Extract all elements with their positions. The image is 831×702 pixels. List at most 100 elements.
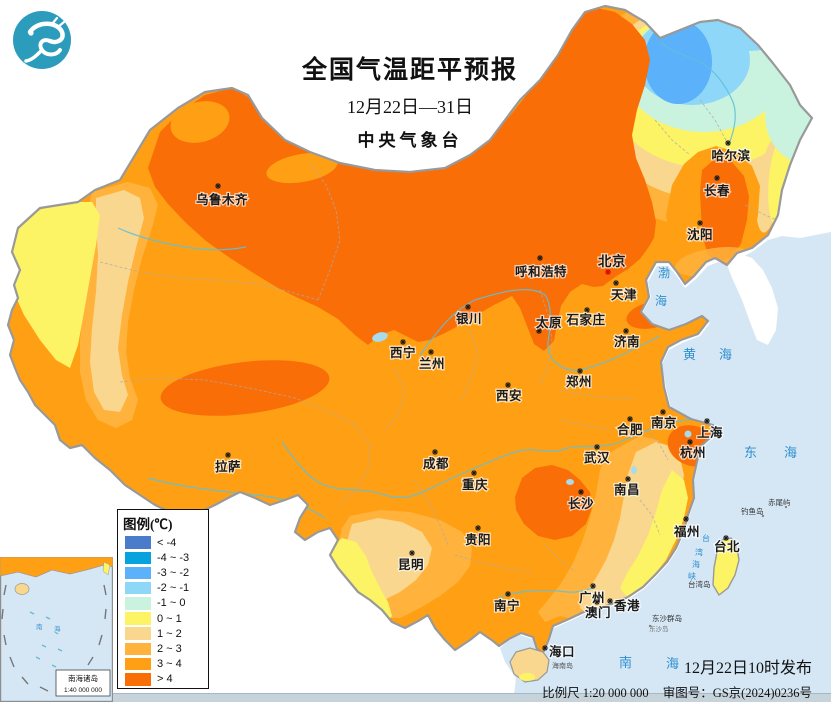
cma-logo-icon <box>13 11 71 69</box>
city-天津: 天津 <box>610 280 638 303</box>
inset-mainland <box>0 557 113 578</box>
map-label-东沙群岛: 东沙群岛 <box>652 613 682 623</box>
map-label-海南岛: 海南岛 <box>552 661 573 670</box>
map-label-台: 台 <box>702 533 710 543</box>
inset-sea-label-hai: 海 <box>54 624 61 633</box>
city-dot-icon <box>594 599 600 605</box>
scale-and-review-line: 比例尺 1:20 000 000 审图号：GS京(2024)0236号 <box>528 682 812 701</box>
sea-area <box>500 232 831 702</box>
city-label: 台北 <box>714 539 740 554</box>
city-拉萨: 拉萨 <box>214 452 242 475</box>
city-西安: 西安 <box>495 382 523 404</box>
legend-item: 2 ~ 3 <box>118 641 208 656</box>
inset-sea-label-nan: 南 <box>36 622 43 631</box>
map-label-海: 海 <box>692 559 700 569</box>
legend-item: -2 ~ -1 <box>118 581 208 596</box>
legend-label: 3 ~ 4 <box>157 658 182 671</box>
inset-taiwan <box>102 561 111 576</box>
inset-scale: 1:40 000 000 <box>64 687 102 694</box>
city-香港: 香港 <box>607 597 641 614</box>
city-label: 重庆 <box>462 477 488 492</box>
city-成都: 成都 <box>422 449 450 472</box>
city-label: 上海 <box>697 425 723 440</box>
city-南昌: 南昌 <box>613 476 641 498</box>
city-dot-icon <box>660 409 666 415</box>
city-label: 香港 <box>613 598 640 613</box>
legend-label: -3 ~ -2 <box>157 566 190 579</box>
map-title-block: 全国气温距平预报 12月22日—31日 中央气象台 <box>270 50 550 151</box>
city-dot-icon <box>623 328 629 334</box>
south-china-sea-inset: 南 海 南海诸岛 1:40 000 000 <box>0 557 113 702</box>
city-杭州: 杭州 <box>679 439 707 461</box>
map-label-台湾岛: 台湾岛 <box>688 579 711 589</box>
city-label: 长春 <box>704 183 730 198</box>
city-昆明: 昆明 <box>397 550 425 573</box>
legend-swatch <box>125 566 151 580</box>
legend-item: > 4 <box>118 672 208 687</box>
city-label: 乌鲁木齐 <box>196 192 248 207</box>
city-上海: 上海 <box>696 418 724 441</box>
legend-swatch <box>125 551 151 565</box>
legend-label: 2 ~ 3 <box>157 642 182 655</box>
city-label: 海口 <box>549 644 575 659</box>
city-label: 呼和浩特 <box>515 264 567 279</box>
bottom-strip <box>0 693 831 702</box>
city-dot-icon <box>400 339 406 345</box>
legend-item: 0 ~ 1 <box>118 611 208 626</box>
china-outline <box>6 4 814 655</box>
city-dot-icon <box>537 255 543 261</box>
city-label: 长沙 <box>568 496 594 511</box>
city-重庆: 重庆 <box>461 470 489 493</box>
city-label: 天津 <box>611 287 637 302</box>
city-dot-icon <box>475 525 481 531</box>
city-label: 银川 <box>456 311 482 326</box>
hainan-island <box>509 647 550 683</box>
review-number: 审图号：GS京(2024)0236号 <box>662 686 812 700</box>
city-兰州: 兰州 <box>418 349 446 372</box>
legend-item: -1 ~ 0 <box>118 596 208 611</box>
city-dot-icon <box>471 470 477 476</box>
city-dot-icon <box>723 535 729 541</box>
legend-swatch <box>125 657 151 671</box>
city-dot-icon <box>505 382 511 388</box>
city-太原: 太原 <box>535 314 563 334</box>
city-label: 昆明 <box>398 557 424 572</box>
city-label: 北京 <box>598 253 626 269</box>
legend-item: -3 ~ -2 <box>118 565 208 580</box>
city-label: 哈尔滨 <box>711 148 750 163</box>
legend-label: -1 ~ 0 <box>157 597 186 610</box>
legend-swatch <box>125 627 151 640</box>
legend-item: 3 ~ 4 <box>118 657 208 672</box>
city-label: 郑州 <box>566 374 592 389</box>
map-label-海: 海 <box>719 347 732 362</box>
city-label: 兰州 <box>419 356 445 371</box>
legend-label: -4 ~ -3 <box>157 551 190 564</box>
map-label-南: 南 <box>619 655 632 670</box>
city-贵阳: 贵阳 <box>464 525 492 548</box>
city-南京: 南京 <box>650 409 678 431</box>
city-台北: 台北 <box>713 535 741 555</box>
city-福州: 福州 <box>672 516 701 540</box>
city-label: 南昌 <box>614 482 640 497</box>
legend-swatch <box>125 612 151 625</box>
city-dot-icon <box>627 416 633 422</box>
map-label-赤尾屿: 赤尾屿 <box>768 498 791 507</box>
city-dot-icon <box>505 591 511 597</box>
city-乌鲁木齐: 乌鲁木齐 <box>195 183 249 208</box>
city-dot-icon <box>225 452 231 458</box>
city-合肥: 合肥 <box>616 416 644 438</box>
legend-swatch <box>125 673 151 686</box>
legend-title: 图例(℃) <box>123 517 173 532</box>
city-label: 南宁 <box>494 598 520 613</box>
city-dot-icon <box>697 220 703 226</box>
legend-box: 图例(℃) < -4 -4 ~ -3 -3 ~ -2 -2 ~ -1 -1 ~ 0 0 ~… <box>117 509 209 689</box>
city-dot-icon <box>704 418 710 424</box>
city-dot-icon <box>428 349 434 355</box>
map-label-海: 海 <box>655 293 667 308</box>
city-海口: 海口 <box>542 643 576 660</box>
city-label: 广州 <box>579 590 605 605</box>
legend-label: < -4 <box>157 536 177 549</box>
